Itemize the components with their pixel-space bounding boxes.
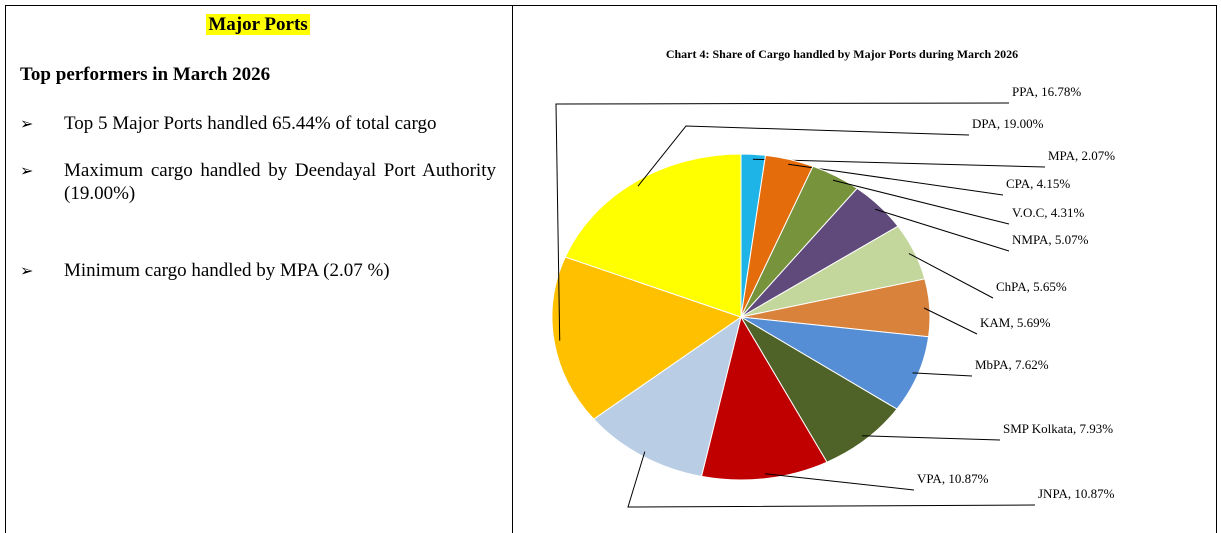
leader-line xyxy=(555,102,1010,341)
leader-line xyxy=(637,125,970,187)
data-label: SMP Kolkata, 7.93% xyxy=(1003,421,1113,436)
bullet: Maximum cargo handled by Deendayal Port … xyxy=(20,159,496,205)
leader-line xyxy=(627,451,1036,508)
leader-line xyxy=(874,208,1010,252)
leader-line xyxy=(764,473,915,491)
leader-line xyxy=(923,307,978,335)
leader-line xyxy=(752,158,1046,168)
data-label: NMPA, 5.07% xyxy=(1012,232,1089,247)
table-border xyxy=(5,5,1217,6)
leader-line xyxy=(832,179,1010,225)
chart-title: Chart 4: Share of Cargo handled by Major… xyxy=(666,47,1018,61)
subtitle: Top performers in March 2026 xyxy=(20,64,271,85)
left-cell: Major Ports Top performers in March 2026… xyxy=(20,14,496,282)
data-label: PPA, 16.78% xyxy=(1012,84,1081,99)
table-border xyxy=(1216,5,1217,533)
leader-line xyxy=(908,253,994,299)
data-label: DPA, 19.00% xyxy=(972,116,1044,131)
leader-line xyxy=(788,163,1004,196)
data-label: VPA, 10.87% xyxy=(917,471,989,486)
heading: Major Ports xyxy=(20,14,496,36)
table-border xyxy=(512,5,513,533)
data-label: MbPA, 7.62% xyxy=(975,357,1049,372)
pie-slice xyxy=(564,153,742,318)
bullet: Minimum cargo handled by MPA (2.07 %) xyxy=(20,259,496,282)
pie-slice xyxy=(700,315,828,481)
data-label: MPA, 2.07% xyxy=(1048,148,1115,163)
data-label: ChPA, 5.65% xyxy=(996,279,1067,294)
bullet-list: Top 5 Major Ports handled 65.44% of tota… xyxy=(20,112,496,282)
data-label: CPA, 4.15% xyxy=(1006,176,1070,191)
heading-text: Major Ports xyxy=(206,14,310,35)
leader-line xyxy=(862,435,1001,441)
data-label: V.O.C, 4.31% xyxy=(1012,205,1085,220)
bullet: Top 5 Major Ports handled 65.44% of tota… xyxy=(20,112,496,135)
pie-slice xyxy=(740,316,898,463)
leader-line xyxy=(912,372,973,377)
pie-slice xyxy=(551,256,743,420)
data-label: KAM, 5.69% xyxy=(980,315,1051,330)
data-label: JNPA, 10.87% xyxy=(1038,486,1115,501)
table-border xyxy=(5,5,6,533)
pie-slice xyxy=(592,315,742,477)
